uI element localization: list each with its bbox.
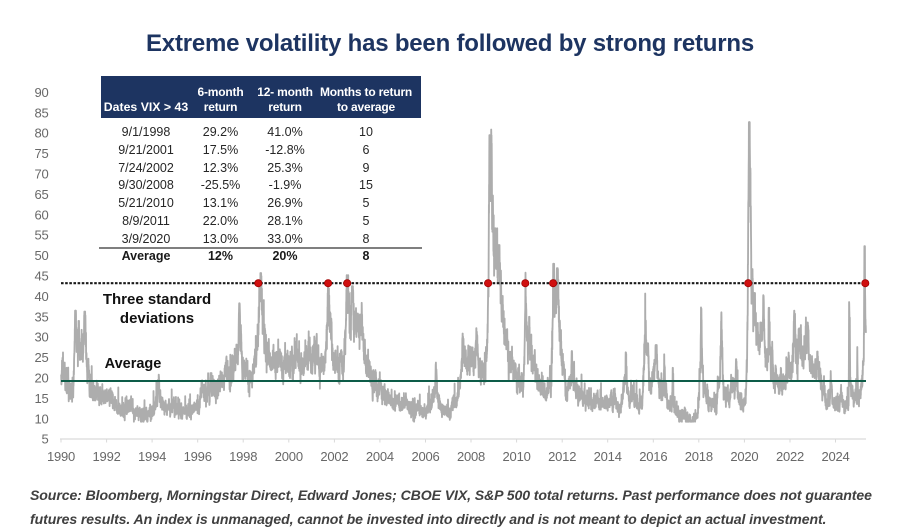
svg-text:2008: 2008 xyxy=(457,449,485,464)
svg-text:1994: 1994 xyxy=(138,449,166,464)
svg-text:35: 35 xyxy=(34,309,48,324)
svg-text:2012: 2012 xyxy=(548,449,576,464)
svg-text:1998: 1998 xyxy=(229,449,257,464)
svg-text:30: 30 xyxy=(34,330,48,345)
svg-text:2022: 2022 xyxy=(776,449,804,464)
svg-text:2020: 2020 xyxy=(730,449,758,464)
svg-text:2002: 2002 xyxy=(320,449,348,464)
svg-text:2000: 2000 xyxy=(275,449,303,464)
svg-text:90: 90 xyxy=(34,85,48,100)
svg-text:50: 50 xyxy=(34,248,48,263)
svg-text:2024: 2024 xyxy=(821,449,849,464)
svg-text:20: 20 xyxy=(34,371,48,386)
svg-text:80: 80 xyxy=(34,126,48,141)
svg-text:15: 15 xyxy=(34,391,48,406)
svg-text:2014: 2014 xyxy=(594,449,622,464)
svg-text:70: 70 xyxy=(34,167,48,182)
svg-text:1990: 1990 xyxy=(47,449,75,464)
svg-text:2018: 2018 xyxy=(685,449,713,464)
svg-text:60: 60 xyxy=(34,207,48,222)
svg-text:75: 75 xyxy=(34,146,48,161)
svg-text:25: 25 xyxy=(34,350,48,365)
svg-text:2010: 2010 xyxy=(503,449,531,464)
svg-text:85: 85 xyxy=(34,105,48,120)
svg-text:40: 40 xyxy=(34,289,48,304)
svg-text:5: 5 xyxy=(41,432,48,447)
svg-text:10: 10 xyxy=(34,411,48,426)
svg-text:55: 55 xyxy=(34,228,48,243)
svg-text:65: 65 xyxy=(34,187,48,202)
svg-text:2004: 2004 xyxy=(366,449,394,464)
svg-text:2016: 2016 xyxy=(639,449,667,464)
svg-text:2006: 2006 xyxy=(411,449,439,464)
svg-text:1992: 1992 xyxy=(93,449,121,464)
svg-text:1996: 1996 xyxy=(184,449,212,464)
svg-text:45: 45 xyxy=(34,269,48,284)
